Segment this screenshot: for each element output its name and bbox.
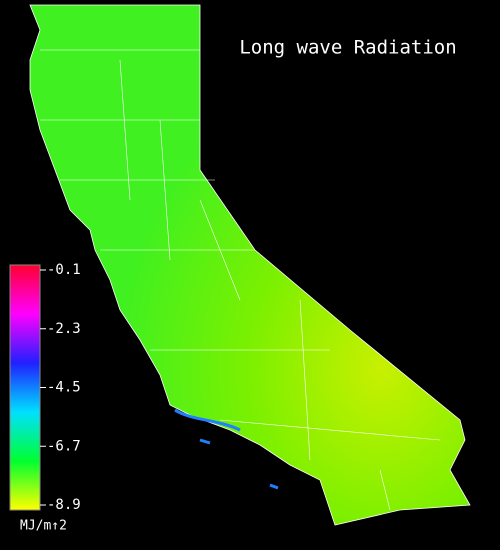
colorbar-unit: MJ/m↑2 — [20, 519, 67, 534]
colorbar-tick-label: -2.3 — [47, 321, 81, 337]
map-title: Long wave Radiation — [239, 37, 456, 59]
colorbar-tick-label: -4.5 — [47, 380, 81, 396]
state-shape — [29, 4, 471, 526]
county-lines — [40, 49, 441, 511]
colorbar-tick-label: -0.1 — [47, 262, 81, 278]
colorbar — [9, 264, 41, 511]
colorbar-tick-label: -8.9 — [47, 497, 81, 513]
colorbar-tick-label: -6.7 — [47, 438, 81, 454]
coastal-islands — [174, 408, 279, 490]
